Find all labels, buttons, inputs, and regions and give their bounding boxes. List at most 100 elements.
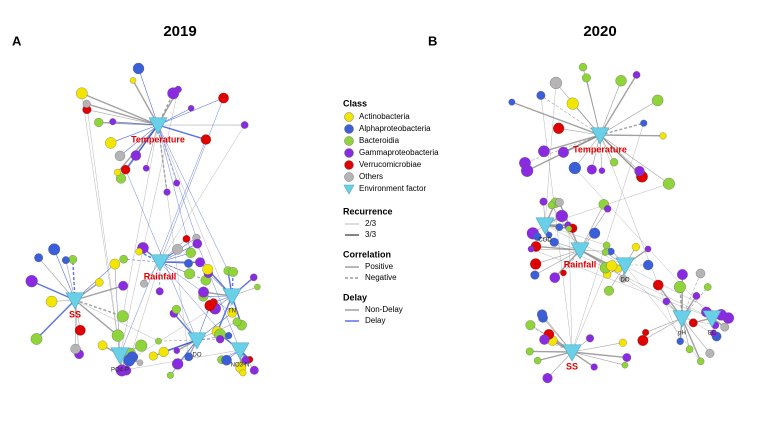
taxon-node xyxy=(136,248,143,255)
edge xyxy=(572,352,627,358)
taxon-node xyxy=(174,348,180,354)
taxon-node xyxy=(225,332,232,339)
factor-label: TN xyxy=(228,309,236,315)
taxon-node xyxy=(550,273,560,283)
legend-label: Negative xyxy=(365,273,397,282)
edge xyxy=(160,98,224,262)
edge xyxy=(37,300,75,339)
taxon-node xyxy=(569,162,581,174)
taxon-node xyxy=(83,100,91,108)
taxon-node xyxy=(135,340,147,352)
taxon-node xyxy=(143,165,149,171)
legend-label: Positive xyxy=(365,262,394,271)
taxon-node xyxy=(556,224,563,231)
factor-label: Rainfall xyxy=(564,259,597,269)
taxon-node xyxy=(663,298,670,305)
edge xyxy=(600,135,663,136)
taxon-node xyxy=(606,261,617,272)
taxon-node xyxy=(98,341,107,350)
taxon-node xyxy=(123,355,134,366)
legend-label: Others xyxy=(359,172,383,181)
taxon-node xyxy=(184,259,192,267)
taxon-node xyxy=(120,255,128,263)
taxon-node xyxy=(619,339,627,347)
panel-label: B xyxy=(428,33,437,48)
taxon-node xyxy=(34,254,42,262)
nodes xyxy=(26,63,734,383)
taxon-node xyxy=(205,300,216,311)
taxon-node xyxy=(193,239,202,248)
taxon-node xyxy=(604,205,611,212)
factor-label: PO4-P xyxy=(111,368,129,374)
legend-title: Class xyxy=(343,98,367,108)
taxon-node xyxy=(602,249,609,256)
taxon-node xyxy=(526,320,536,330)
legend-label: Environment factor xyxy=(359,184,426,193)
taxon-node xyxy=(172,358,183,369)
taxon-node xyxy=(183,235,190,242)
legend-title: Correlation xyxy=(343,249,391,259)
taxon-node xyxy=(526,348,533,355)
taxon-node xyxy=(254,284,260,290)
taxon-node xyxy=(721,323,729,331)
factor-label: Temperature xyxy=(573,144,627,154)
legend-label: 3/3 xyxy=(365,230,377,239)
taxon-node xyxy=(579,63,587,71)
taxon-node xyxy=(203,264,213,274)
taxon-node xyxy=(167,372,174,379)
taxon-node xyxy=(587,165,597,175)
legend-label: Non-Delay xyxy=(365,305,403,314)
legend-label: Alphaproteobacteria xyxy=(359,124,431,133)
edge xyxy=(575,168,712,318)
taxon-node xyxy=(643,260,653,270)
taxon-node xyxy=(71,344,81,354)
factor-label: SS xyxy=(69,309,81,319)
taxon-node xyxy=(172,244,182,254)
edge xyxy=(600,100,658,135)
edge xyxy=(160,262,232,313)
taxon-node xyxy=(521,165,533,177)
taxon-node xyxy=(616,75,627,86)
taxon-node xyxy=(555,198,563,206)
factor-label: SS xyxy=(566,361,578,371)
edge xyxy=(643,318,682,340)
taxon-node xyxy=(582,74,591,83)
taxon-node xyxy=(173,180,179,186)
taxon-node xyxy=(184,269,195,280)
taxon-node xyxy=(697,358,704,365)
taxon-node xyxy=(241,121,248,128)
environment-factor xyxy=(344,185,354,194)
factor-label: Temperature xyxy=(131,134,185,144)
taxon-node xyxy=(556,210,568,222)
environment-factor xyxy=(673,311,691,327)
taxon-node xyxy=(534,357,541,364)
taxon-node xyxy=(632,243,640,251)
taxon-node xyxy=(159,347,169,357)
taxon-node xyxy=(240,370,247,377)
panel-title: 2020 xyxy=(583,23,616,40)
taxon-node xyxy=(48,244,60,256)
factor-label: NO3-N xyxy=(231,363,250,369)
taxon-node xyxy=(640,120,647,127)
taxon-node xyxy=(76,88,87,99)
taxon-node xyxy=(164,189,171,196)
taxon-node xyxy=(114,169,121,176)
legend-swatch xyxy=(345,137,354,146)
taxon-node xyxy=(548,202,555,209)
edge xyxy=(82,93,158,125)
taxon-node xyxy=(155,338,161,344)
factor-label: EC xyxy=(708,331,717,337)
legend-label: Actinobacteria xyxy=(359,112,410,121)
taxon-node xyxy=(645,246,651,252)
factor-label: COD xyxy=(538,238,552,244)
taxon-node xyxy=(591,364,598,371)
taxon-node xyxy=(677,269,687,279)
taxon-node xyxy=(704,283,711,290)
taxon-node xyxy=(133,63,144,74)
legend-swatch xyxy=(345,113,354,122)
taxon-node xyxy=(31,333,42,344)
taxon-node xyxy=(131,151,141,161)
legend-swatch xyxy=(345,125,354,134)
taxon-node xyxy=(156,288,163,295)
taxon-node xyxy=(121,165,130,174)
